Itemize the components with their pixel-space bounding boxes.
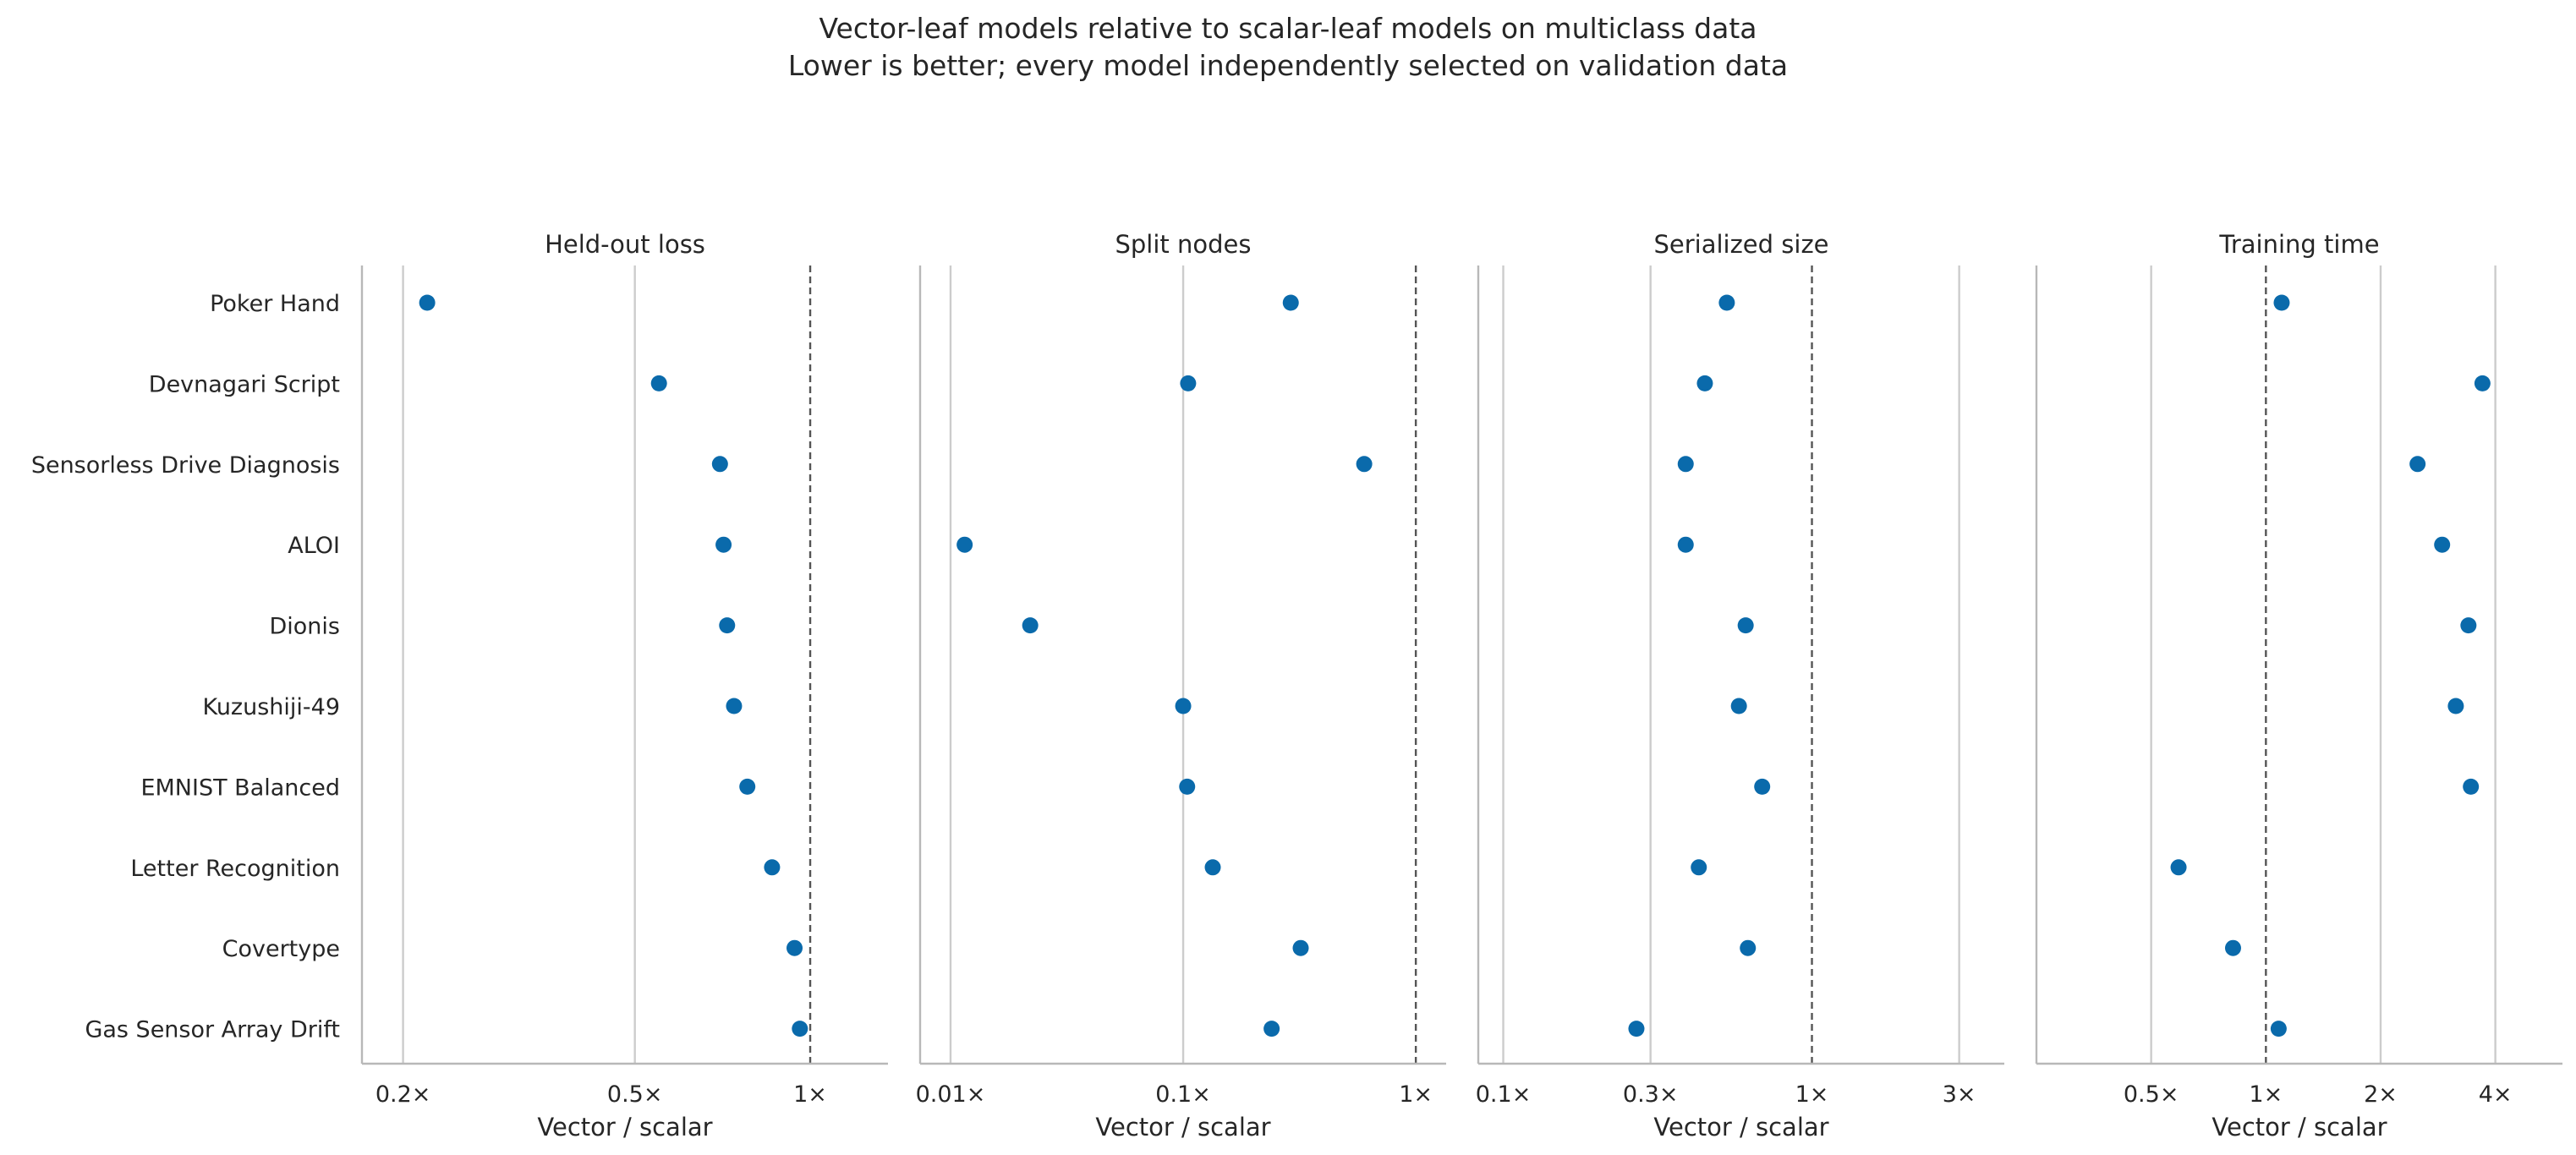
data-point xyxy=(2270,1021,2287,1037)
x-axis-label: Vector / scalar xyxy=(537,1113,712,1141)
x-tick-label: 1× xyxy=(1399,1081,1433,1108)
panel-4: 0.5× 1× 2× 4× Training time Vector / scalar xyxy=(2035,230,2562,1141)
x-tick-label: 0.01× xyxy=(916,1081,986,1108)
y-tick-label: Covertype xyxy=(222,936,340,962)
data-point xyxy=(2170,859,2187,876)
data-point xyxy=(792,1021,808,1037)
chart-title: Vector-leaf models relative to scalar-le… xyxy=(819,12,1757,45)
data-point xyxy=(715,536,732,553)
y-tick-label: Devnagari Script xyxy=(149,371,340,397)
data-point xyxy=(1180,375,1197,391)
data-point xyxy=(1691,859,1707,876)
x-tick-label: 3× xyxy=(1943,1081,1976,1108)
data-point xyxy=(1718,294,1735,311)
data-point xyxy=(1175,698,1192,714)
data-point xyxy=(2460,617,2477,634)
x-axis-label: Vector / scalar xyxy=(1095,1113,1270,1141)
y-tick-label: EMNIST Balanced xyxy=(140,775,340,801)
y-tick-label: Dionis xyxy=(270,614,341,640)
data-point xyxy=(1754,778,1771,795)
x-tick-label: 0.3× xyxy=(1623,1081,1679,1108)
data-point xyxy=(787,939,803,956)
data-point xyxy=(1263,1021,1280,1037)
data-point xyxy=(1677,456,1694,473)
y-tick-label: Kuzushiji-49 xyxy=(202,694,340,720)
data-point xyxy=(956,536,973,553)
panel-title: Serialized size xyxy=(1653,230,1828,259)
data-point xyxy=(1022,617,1039,634)
data-point xyxy=(2434,536,2451,553)
data-point xyxy=(2409,456,2426,473)
x-axis-label: Vector / scalar xyxy=(2212,1113,2387,1141)
x-tick-label: 0.1× xyxy=(1476,1081,1532,1108)
chart-subtitle: Lower is better; every model independent… xyxy=(787,49,1789,82)
y-tick-label: ALOI xyxy=(288,533,340,559)
data-point xyxy=(1677,536,1694,553)
data-point xyxy=(2273,294,2290,311)
data-point xyxy=(711,456,728,473)
data-point xyxy=(1737,617,1754,634)
panel-1: 0.2× 0.5× 1× Held-out loss Vector / scalar xyxy=(360,230,888,1141)
x-tick-label: 1× xyxy=(1795,1081,1829,1108)
panel-2: 0.01× 0.1× 1× Split nodes Vector / scalar xyxy=(916,230,1446,1141)
panel-3: 0.1× 0.3× 1× 3× Serialized size Vector / scal… xyxy=(1476,230,2004,1141)
data-point xyxy=(1282,294,1299,311)
data-point xyxy=(764,859,781,876)
data-point xyxy=(2224,939,2241,956)
y-tick-label: Sensorless Drive Diagnosis xyxy=(31,452,340,479)
x-tick-label: 0.2× xyxy=(375,1081,431,1108)
x-tick-label: 1× xyxy=(2249,1081,2283,1108)
data-point xyxy=(419,294,436,311)
data-point xyxy=(739,778,756,795)
data-point xyxy=(1204,859,1221,876)
data-point xyxy=(2447,698,2464,714)
x-tick-label: 4× xyxy=(2479,1081,2513,1108)
data-point xyxy=(650,375,667,391)
x-tick-label: 2× xyxy=(2364,1081,2398,1108)
x-tick-label: 1× xyxy=(793,1081,827,1108)
y-tick-label: Poker Hand xyxy=(210,291,340,317)
x-tick-label: 0.5× xyxy=(2124,1081,2179,1108)
data-point xyxy=(1730,698,1747,714)
data-point xyxy=(1179,778,1196,795)
panel-title: Split nodes xyxy=(1115,230,1251,259)
y-tick-label: Letter Recognition xyxy=(130,856,340,882)
data-point xyxy=(726,698,743,714)
panel-title: Training time xyxy=(2218,230,2379,259)
data-point xyxy=(2463,778,2480,795)
x-axis-label: Vector / scalar xyxy=(1653,1113,1828,1141)
data-point xyxy=(2474,375,2491,391)
data-point xyxy=(1292,939,1309,956)
data-point xyxy=(1740,939,1757,956)
data-point xyxy=(1696,375,1713,391)
x-tick-label: 0.5× xyxy=(607,1081,663,1108)
y-tick-label: Gas Sensor Array Drift xyxy=(85,1017,340,1043)
panel-title: Held-out loss xyxy=(545,230,705,259)
x-tick-label: 0.1× xyxy=(1155,1081,1211,1108)
data-point xyxy=(1356,456,1373,473)
data-point xyxy=(719,617,736,634)
data-point xyxy=(1628,1021,1645,1037)
